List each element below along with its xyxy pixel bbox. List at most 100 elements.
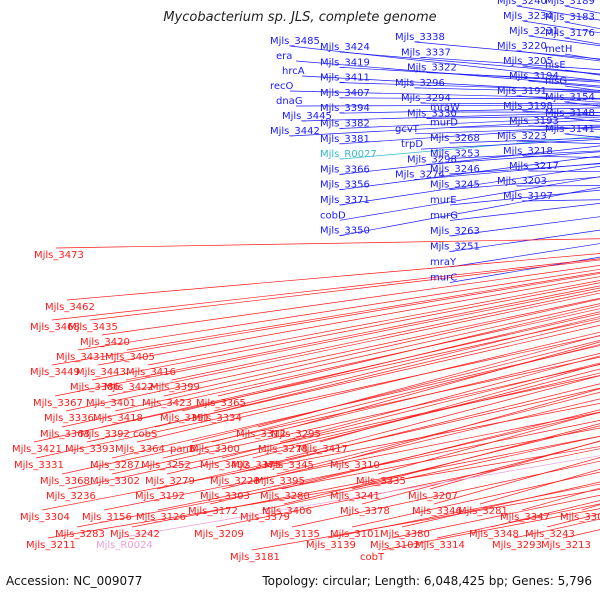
- gene-label-reverse[interactable]: Mjls_3236: [46, 491, 96, 502]
- gene-label-reverse[interactable]: Mjls_3422: [104, 382, 154, 393]
- gene-label-forward[interactable]: Mjls_3245: [430, 180, 480, 191]
- gene-label-reverse[interactable]: Mjls_3395: [255, 476, 305, 487]
- gene-label-forward[interactable]: Mjls_3240: [497, 0, 547, 7]
- gene-label-forward[interactable]: Mjls_3183: [545, 12, 595, 23]
- gene-label-forward[interactable]: Mjls_3407: [320, 88, 370, 99]
- gene-label-reverse[interactable]: Mjls_3418: [93, 413, 143, 424]
- gene-label-forward[interactable]: hisE: [545, 60, 566, 71]
- gene-label-forward[interactable]: Mjls_3217: [509, 161, 559, 172]
- gene-label-reverse[interactable]: Mjls_3473: [34, 250, 84, 261]
- gene-label-forward[interactable]: Mjls_3356: [320, 180, 370, 191]
- gene-label-reverse[interactable]: Mjls_3365: [196, 398, 246, 409]
- gene-label-reverse[interactable]: Mjls_R0024: [96, 540, 153, 551]
- gene-label-reverse[interactable]: Mjls_3378: [340, 506, 390, 517]
- gene-label-reverse[interactable]: Mjls_3312: [236, 429, 286, 440]
- gene-label-reverse[interactable]: Mjls_3364: [115, 444, 165, 455]
- gene-label-reverse[interactable]: Mjls_3280: [260, 491, 310, 502]
- gene-label-forward[interactable]: mraY: [430, 257, 457, 268]
- gene-label-reverse[interactable]: Mjls_3431: [56, 352, 106, 363]
- gene-label-reverse[interactable]: Mjls_3295: [271, 429, 321, 440]
- gene-label-reverse[interactable]: Mjls_3302: [90, 476, 140, 487]
- gene-label-reverse[interactable]: Mjls_3392: [80, 429, 130, 440]
- gene-label-reverse[interactable]: Mjls_3207: [408, 491, 458, 502]
- gene-label-forward[interactable]: murE: [430, 195, 457, 206]
- gene-label-forward[interactable]: Mjls_3330: [407, 109, 457, 120]
- gene-label-reverse[interactable]: Mjls_3393: [65, 444, 115, 455]
- gene-label-forward[interactable]: mraW: [430, 102, 460, 113]
- gene-label-forward[interactable]: Mjls_3251: [430, 242, 480, 253]
- gene-label-reverse[interactable]: Mjls_3293: [492, 540, 542, 551]
- gene-label-reverse[interactable]: cobS: [133, 429, 157, 440]
- gene-label-reverse[interactable]: Mjls_3283: [55, 529, 105, 540]
- gene-label-forward[interactable]: Mjls_R0027: [320, 149, 377, 160]
- gene-label-forward[interactable]: era: [276, 51, 292, 62]
- gene-label-forward[interactable]: Mjls_3381: [320, 134, 370, 145]
- gene-label-reverse[interactable]: Mjls_3209: [194, 529, 244, 540]
- gene-label-reverse[interactable]: Mjls_3423: [142, 398, 192, 409]
- gene-label-reverse[interactable]: Mjls_3305: [560, 512, 600, 523]
- gene-label-reverse[interactable]: Mjls_3336: [44, 413, 94, 424]
- gene-label-forward[interactable]: Mjls_3263: [430, 226, 480, 237]
- gene-label-reverse[interactable]: Mjls_3345: [264, 460, 314, 471]
- gene-label-forward[interactable]: Mjls_3296: [395, 78, 445, 89]
- gene-label-forward[interactable]: Mjls_3253: [430, 149, 480, 160]
- gene-label-forward[interactable]: Mjls_3382: [320, 119, 370, 130]
- gene-label-reverse[interactable]: Mjls_3380: [380, 529, 430, 540]
- gene-label-reverse[interactable]: Mjls_3279: [145, 476, 195, 487]
- gene-label-reverse[interactable]: Mjls_3287: [90, 460, 140, 471]
- gene-label-reverse[interactable]: Mjls_3435: [68, 322, 118, 333]
- gene-label-reverse[interactable]: Mjls_3346: [412, 506, 462, 517]
- gene-label-reverse[interactable]: Mjls_3347: [500, 512, 550, 523]
- gene-label-reverse[interactable]: Mjls_3192: [135, 491, 185, 502]
- gene-label-forward[interactable]: gcvT: [395, 124, 420, 135]
- gene-label-forward[interactable]: Mjls_3189: [545, 0, 595, 7]
- gene-label-reverse[interactable]: Mjls_3242: [110, 529, 160, 540]
- gene-label-forward[interactable]: trpD: [401, 139, 423, 150]
- gene-label-reverse[interactable]: Mjls_3375: [231, 460, 281, 471]
- gene-label-forward[interactable]: Mjls_3419: [320, 57, 370, 68]
- gene-label-forward[interactable]: Mjls_3191: [497, 86, 547, 97]
- gene-label-reverse[interactable]: Mjls_3468: [30, 322, 80, 333]
- gene-label-forward[interactable]: Mjls_3193: [509, 116, 559, 127]
- gene-label-forward[interactable]: murC: [430, 273, 457, 284]
- gene-label-reverse[interactable]: Mjls_3399: [150, 382, 200, 393]
- gene-label-forward[interactable]: Mjls_3246: [430, 164, 480, 175]
- gene-label-reverse[interactable]: Mjls_3211: [26, 540, 76, 551]
- gene-label-forward[interactable]: Mjls_3424: [320, 42, 370, 53]
- gene-label-reverse[interactable]: Mjls_3386: [70, 382, 120, 393]
- gene-label-forward[interactable]: Mjls_3223: [497, 131, 547, 142]
- gene-label-forward[interactable]: Mjls_3445: [282, 111, 332, 122]
- gene-label-reverse[interactable]: Mjls_3243: [525, 529, 575, 540]
- gene-label-forward[interactable]: Mjls_3205: [503, 56, 553, 67]
- gene-label-forward[interactable]: Mjls_3394: [320, 103, 370, 114]
- gene-label-reverse[interactable]: Mjls_3443: [76, 367, 126, 378]
- gene-label-reverse[interactable]: Mjls_3310: [330, 460, 380, 471]
- gene-label-forward[interactable]: Mjls_3154: [545, 92, 595, 103]
- gene-label-forward[interactable]: Mjls_3268: [430, 133, 480, 144]
- gene-label-forward[interactable]: murG: [430, 211, 458, 222]
- gene-label-reverse[interactable]: Mjls_3391: [160, 413, 210, 424]
- gene-label-reverse[interactable]: Mjls_3334: [192, 413, 242, 424]
- gene-label-reverse[interactable]: Mjls_3379: [240, 512, 290, 523]
- gene-label-reverse[interactable]: Mjls_3252: [141, 460, 191, 471]
- gene-label-reverse[interactable]: Mjls_3462: [45, 302, 95, 313]
- gene-label-reverse[interactable]: Mjls_3405: [105, 352, 155, 363]
- gene-label-reverse[interactable]: Mjls_3213: [541, 540, 591, 551]
- gene-label-reverse[interactable]: Mjls_3278: [258, 444, 308, 455]
- gene-label-forward[interactable]: Mjls_3322: [407, 63, 457, 74]
- gene-label-reverse[interactable]: Mjls_3368: [40, 476, 90, 487]
- gene-label-forward[interactable]: cobD: [320, 210, 346, 221]
- gene-label-forward[interactable]: dnaG: [276, 96, 303, 107]
- gene-label-forward[interactable]: hisG: [545, 76, 567, 87]
- gene-label-reverse[interactable]: Mjls_3406: [262, 506, 312, 517]
- gene-label-reverse[interactable]: Mjls_3281: [458, 506, 508, 517]
- gene-label-forward[interactable]: Mjls_3234: [503, 11, 553, 22]
- gene-label-forward[interactable]: Mjls_3218: [503, 146, 553, 157]
- gene-label-forward[interactable]: Mjls_3411: [320, 73, 370, 84]
- gene-label-reverse[interactable]: panB: [170, 444, 196, 455]
- gene-label-forward[interactable]: Mjls_3337: [401, 47, 451, 58]
- gene-label-forward[interactable]: Mjls_3366: [320, 164, 370, 175]
- gene-label-forward[interactable]: Mjls_3338: [395, 32, 445, 43]
- gene-label-forward[interactable]: Mjls_3485: [270, 36, 320, 47]
- gene-label-forward[interactable]: Mjls_3350: [320, 226, 370, 237]
